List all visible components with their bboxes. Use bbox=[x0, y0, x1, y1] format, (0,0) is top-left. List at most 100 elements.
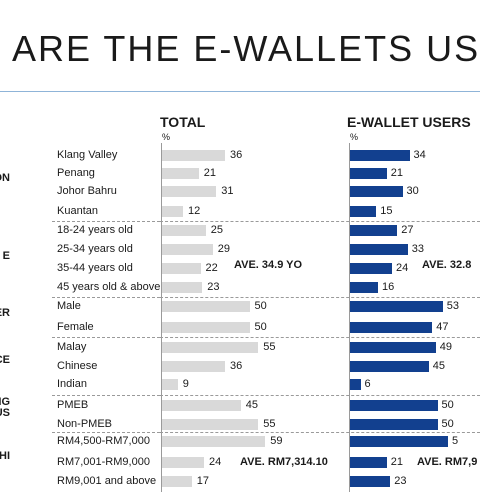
total-value-label: 12 bbox=[188, 205, 201, 217]
ewallet-value-label: 53 bbox=[446, 300, 459, 312]
category-label: RM7,001-RM9,000 bbox=[57, 456, 150, 468]
total-age-average: AVE. 34.9 YO bbox=[234, 259, 303, 271]
group-separator bbox=[160, 395, 480, 396]
ewallet-axis-line bbox=[349, 143, 350, 492]
category-label: Johor Bahru bbox=[57, 185, 117, 197]
ewallet-value-label: 50 bbox=[441, 399, 454, 411]
total-bar bbox=[162, 379, 178, 390]
ewallet-bar bbox=[350, 419, 438, 430]
category-label: Female bbox=[57, 321, 94, 333]
ewallet-value-label: 34 bbox=[413, 149, 426, 161]
total-value-label: 36 bbox=[230, 360, 243, 372]
ewallet-bar bbox=[350, 263, 392, 274]
ewallet-bar bbox=[350, 150, 410, 161]
category-label: 25-34 years old bbox=[57, 243, 133, 255]
ewallet-value-label: 21 bbox=[390, 167, 403, 179]
total-value-label: 45 bbox=[245, 399, 258, 411]
total-value-label: 9 bbox=[182, 378, 189, 390]
ewallet-value-label: 45 bbox=[432, 360, 445, 372]
ewallet-bar bbox=[350, 322, 433, 333]
total-value-label: 25 bbox=[210, 224, 223, 236]
ewallet-value-label: 50 bbox=[441, 418, 454, 430]
group-separator bbox=[160, 297, 480, 298]
ewallet-value-label: 30 bbox=[406, 185, 419, 197]
category-label: 18-24 years old bbox=[57, 224, 133, 236]
total-value-label: 50 bbox=[254, 321, 267, 333]
total-bar bbox=[162, 342, 259, 353]
ewallet-value-label: 47 bbox=[436, 321, 449, 333]
ewallet-bar bbox=[350, 244, 408, 255]
page-title: ARE THE E-WALLETS US bbox=[12, 28, 480, 69]
ewallet-value-label: 5 bbox=[452, 435, 459, 447]
ewallet-income-average: AVE. RM7,9 bbox=[417, 456, 478, 468]
ewallet-bar bbox=[350, 186, 403, 197]
category-label: Indian bbox=[57, 378, 87, 390]
ewallet-value-label: 21 bbox=[390, 456, 403, 468]
ewallet-value-label: 27 bbox=[401, 224, 414, 236]
total-bar bbox=[162, 400, 241, 411]
ewallet-bar bbox=[350, 225, 398, 236]
group-label: E bbox=[2, 250, 10, 262]
total-bar bbox=[162, 206, 183, 217]
total-value-label: 22 bbox=[205, 262, 218, 274]
total-bar bbox=[162, 150, 225, 161]
total-bar bbox=[162, 436, 266, 447]
total-bar bbox=[162, 263, 201, 274]
total-income-average: AVE. RM7,314.10 bbox=[240, 456, 328, 468]
ewallet-bar bbox=[350, 379, 361, 390]
group-label: NG bbox=[0, 396, 10, 408]
ewallet-value-label: 24 bbox=[396, 262, 409, 274]
ewallet-bar bbox=[350, 168, 387, 179]
group-separator bbox=[52, 297, 160, 298]
group-separator bbox=[52, 221, 160, 222]
group-label: US bbox=[0, 407, 10, 419]
total-bar bbox=[162, 301, 250, 312]
ewallet-value-label: 23 bbox=[394, 475, 407, 487]
category-label: PMEB bbox=[57, 399, 89, 411]
total-bar bbox=[162, 322, 250, 333]
total-bar bbox=[162, 419, 259, 430]
group-separator bbox=[160, 337, 480, 338]
total-bar bbox=[162, 225, 206, 236]
ewallet-bar bbox=[350, 282, 378, 293]
title-divider bbox=[0, 91, 480, 92]
category-label: Malay bbox=[57, 341, 87, 353]
total-value-label: 50 bbox=[254, 300, 267, 312]
group-separator bbox=[52, 337, 160, 338]
category-label: 45 years old & above bbox=[57, 281, 161, 293]
ewallet-value-label: 6 bbox=[364, 378, 371, 390]
category-label: Kuantan bbox=[57, 205, 98, 217]
category-label: Penang bbox=[57, 167, 95, 179]
total-value-label: 21 bbox=[203, 167, 216, 179]
category-label: RM4,500-RM7,000 bbox=[57, 435, 150, 447]
group-separator bbox=[160, 432, 480, 433]
total-axis-line bbox=[161, 143, 162, 492]
ewallet-bar bbox=[350, 342, 436, 353]
category-label: Chinese bbox=[57, 360, 98, 372]
total-column-header: TOTAL bbox=[160, 114, 206, 130]
total-value-label: 24 bbox=[209, 456, 222, 468]
ewallet-bar bbox=[350, 206, 377, 217]
total-bar bbox=[162, 168, 199, 179]
group-separator bbox=[52, 432, 160, 433]
category-label: RM9,001 and above bbox=[57, 475, 157, 487]
ewallet-age-average: AVE. 32.8 bbox=[422, 259, 472, 271]
category-label: Klang Valley bbox=[57, 149, 118, 161]
group-separator bbox=[160, 221, 480, 222]
ewallet-bar bbox=[350, 436, 448, 447]
ewallet-bar bbox=[350, 301, 443, 312]
ewallet-percent-unit: % bbox=[350, 132, 359, 142]
total-bar bbox=[162, 457, 204, 468]
ewallet-value-label: 15 bbox=[380, 205, 393, 217]
ewallet-bar bbox=[350, 361, 429, 372]
total-value-label: 55 bbox=[263, 341, 276, 353]
total-bar bbox=[162, 361, 225, 372]
total-value-label: 17 bbox=[196, 475, 209, 487]
ewallet-bar bbox=[350, 400, 438, 411]
total-bar bbox=[162, 244, 213, 255]
group-label: HI bbox=[0, 450, 10, 462]
group-label: ON bbox=[0, 172, 10, 184]
total-value-label: 23 bbox=[207, 281, 220, 293]
total-bar bbox=[162, 282, 203, 293]
category-label: 35-44 years old bbox=[57, 262, 133, 274]
